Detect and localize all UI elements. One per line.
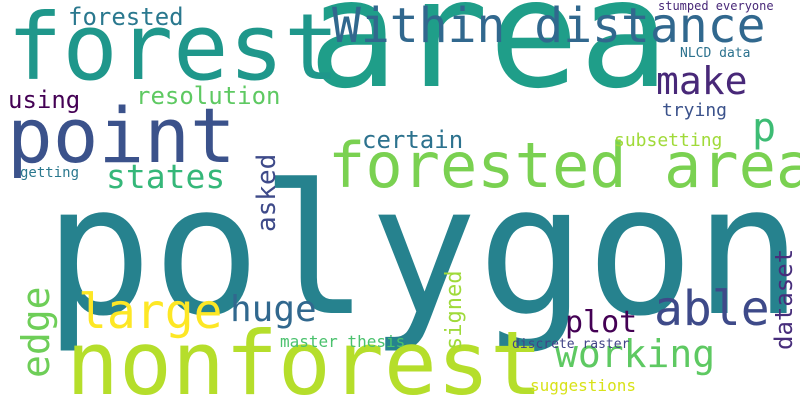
word-area: area <box>308 0 670 122</box>
word-within-distance: Within distance <box>332 0 766 54</box>
word-huge: huge <box>230 289 317 330</box>
word-large: large <box>78 284 223 340</box>
word-working: working <box>555 332 716 376</box>
word-forest: forest <box>7 0 340 101</box>
word-states: states <box>106 157 226 196</box>
word-dataset: dataset <box>770 248 798 350</box>
word-certain: certain <box>362 126 464 154</box>
word-plot: plot <box>565 305 638 340</box>
word-asked: asked <box>252 153 282 232</box>
word-stumped-everyone: stumped everyone <box>658 0 774 13</box>
word-signed: signed <box>442 270 467 350</box>
word-forested-area: forested area <box>328 129 800 202</box>
word-forested: forested <box>68 3 184 31</box>
word-master-thesis: master thesis <box>280 332 406 351</box>
word-discrete-raster: discrete raster <box>512 337 630 352</box>
word-suggestions: suggestions <box>530 376 636 395</box>
word-resolution: resolution <box>136 82 281 110</box>
word-edge: edge <box>14 286 58 378</box>
word-polygon: polygon <box>44 147 800 356</box>
word-getting: getting <box>20 165 80 181</box>
word-p: p <box>752 105 777 151</box>
word-point: point <box>7 91 236 180</box>
word-able: able <box>654 281 770 337</box>
word-make: make <box>656 59 748 103</box>
word-subsetting: subsetting <box>614 130 723 151</box>
word-nlcd-data: NLCD data <box>680 46 751 61</box>
word-trying: trying <box>662 100 728 121</box>
word-nonforest: nonforest <box>66 312 543 400</box>
word-using: using <box>8 86 81 114</box>
